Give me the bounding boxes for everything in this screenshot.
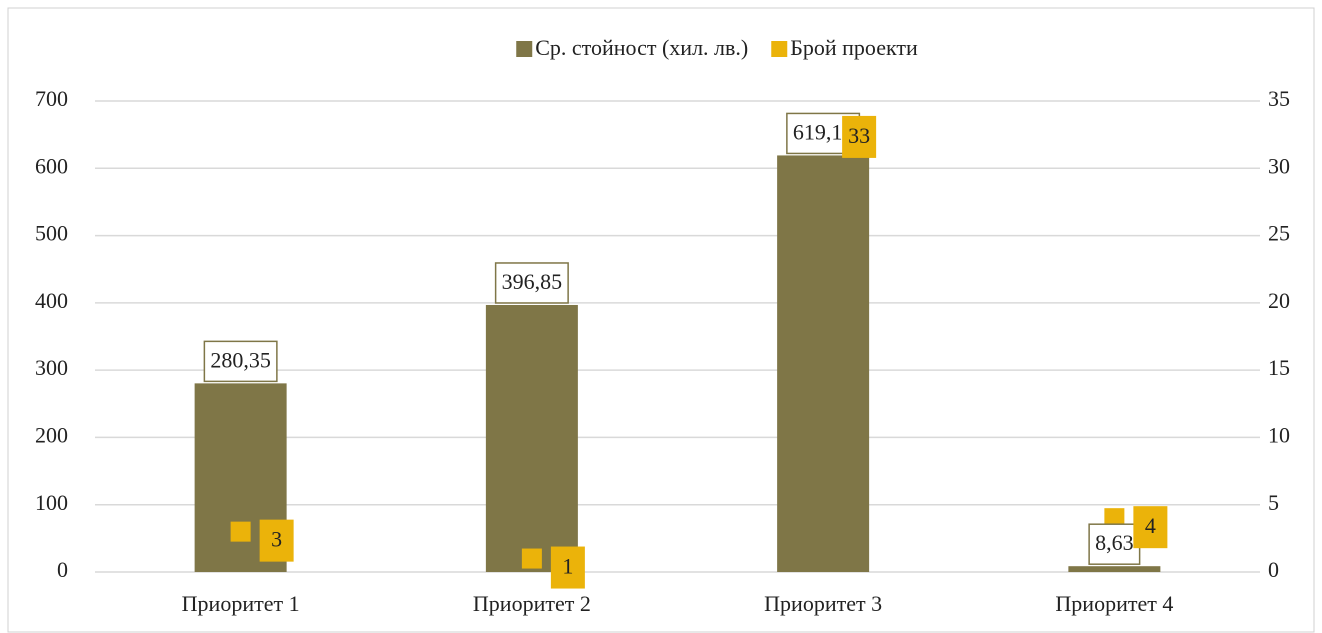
legend-label: Брой проекти bbox=[790, 35, 918, 60]
marker bbox=[521, 548, 542, 569]
data-label: 1 bbox=[562, 554, 573, 579]
data-label: 33 bbox=[848, 123, 870, 148]
legend-swatch bbox=[516, 41, 533, 57]
data-label: 8,63 bbox=[1095, 530, 1134, 555]
y2-tick-label: 30 bbox=[1268, 153, 1290, 178]
marker bbox=[1104, 508, 1125, 529]
data-label: 280,35 bbox=[210, 347, 271, 372]
y2-tick-label: 10 bbox=[1268, 422, 1290, 447]
y-tick-label: 100 bbox=[35, 490, 68, 515]
y-tick-label: 600 bbox=[35, 153, 68, 178]
bar bbox=[1068, 566, 1161, 572]
data-label-box bbox=[203, 340, 278, 383]
data-label-box bbox=[842, 115, 877, 158]
y-tick-label: 300 bbox=[35, 355, 68, 380]
y2-tick-label: 20 bbox=[1268, 288, 1290, 313]
y-tick-label: 400 bbox=[35, 288, 68, 313]
x-tick-label: Приоритет 4 bbox=[1055, 591, 1173, 616]
y-tick-label: 700 bbox=[35, 86, 68, 111]
data-label-box bbox=[259, 519, 294, 562]
y-tick-label: 500 bbox=[35, 221, 68, 246]
data-label-box bbox=[494, 262, 569, 304]
data-label-box bbox=[1088, 523, 1141, 565]
bar bbox=[485, 304, 578, 572]
data-label: 4 bbox=[1145, 513, 1156, 538]
legend-swatch bbox=[771, 41, 788, 57]
data-label: 396,85 bbox=[502, 269, 563, 294]
y2-tick-label: 5 bbox=[1268, 490, 1279, 515]
data-label: 3 bbox=[271, 527, 282, 552]
y2-tick-label: 25 bbox=[1268, 221, 1290, 246]
x-tick-label: Приоритет 1 bbox=[182, 591, 300, 616]
legend-label: Ср. стойност (хил. лв.) bbox=[535, 35, 748, 60]
x-tick-label: Приоритет 3 bbox=[764, 591, 882, 616]
marker bbox=[230, 521, 251, 542]
data-label-box bbox=[1133, 506, 1168, 549]
y2-tick-label: 35 bbox=[1268, 86, 1290, 111]
y2-tick-label: 0 bbox=[1268, 557, 1279, 582]
y-tick-label: 200 bbox=[35, 422, 68, 447]
bar bbox=[777, 155, 870, 572]
x-tick-label: Приоритет 2 bbox=[473, 591, 591, 616]
data-label-box bbox=[550, 546, 585, 589]
y-tick-label: 0 bbox=[57, 557, 68, 582]
y2-tick-label: 15 bbox=[1268, 355, 1290, 380]
